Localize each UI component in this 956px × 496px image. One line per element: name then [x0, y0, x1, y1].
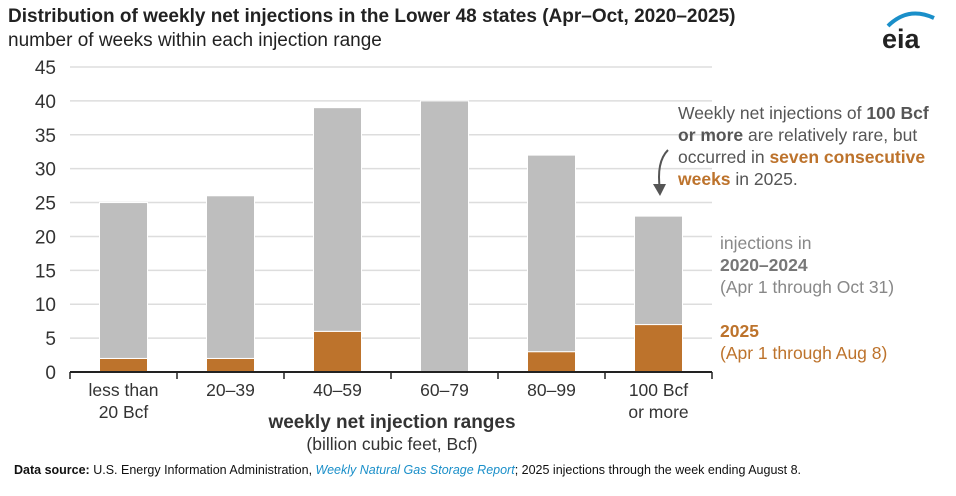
- x-tick-label: 100 Bcf: [629, 380, 688, 400]
- legend-text: (Apr 1 through Aug 8): [720, 343, 888, 363]
- bar-2025: [99, 357, 148, 373]
- bar-2020–2024: [634, 215, 683, 326]
- annotation-text: in 2025.: [730, 169, 798, 189]
- x-tick-label: 80–99: [527, 380, 576, 400]
- annotation-bold: 100 Bcf or more: [678, 103, 929, 145]
- y-tick-label: 20: [35, 227, 56, 248]
- data-source: Data source: U.S. Energy Information Adm…: [14, 463, 801, 477]
- y-tick-label: 10: [35, 295, 56, 316]
- legend-2025: 2025 (Apr 1 through Aug 8): [720, 320, 887, 364]
- x-tick-label: 20 Bcf: [99, 402, 149, 422]
- x-axis-label: weekly net injection ranges: [267, 412, 515, 433]
- legend-text: (Apr 1 through Oct 31): [720, 277, 895, 297]
- legend-series-name: 2025: [720, 321, 759, 341]
- x-tick-label: 40–59: [313, 380, 362, 400]
- x-tick-label: or more: [628, 402, 688, 422]
- arrow-head-icon: [653, 184, 666, 196]
- bar-2020–2024: [99, 202, 148, 359]
- y-tick-label: 0: [45, 363, 56, 384]
- legend-2020-2024: injections in 2020–2024 (Apr 1 through O…: [720, 232, 894, 298]
- x-tick-label: 20–39: [206, 380, 255, 400]
- bar-2020–2024: [420, 100, 469, 373]
- svg-text:eia: eia: [882, 24, 921, 52]
- y-tick-label: 40: [35, 92, 56, 113]
- source-text: U.S. Energy Information Administration,: [89, 463, 316, 477]
- annotation-text: are relatively rare, but occurred in: [678, 125, 918, 167]
- bar-2025: [313, 330, 362, 373]
- source-link[interactable]: Weekly Natural Gas Storage Report: [315, 463, 515, 477]
- y-tick-label: 35: [35, 126, 56, 147]
- y-tick-label: 5: [45, 329, 56, 350]
- y-tick-label: 25: [35, 194, 56, 215]
- y-tick-label: 30: [35, 160, 56, 181]
- bar-2020–2024: [206, 195, 255, 359]
- annotation: Weekly net injections of 100 Bcf or more…: [678, 102, 938, 190]
- x-axis-sublabel: (billion cubic feet, Bcf): [306, 434, 477, 454]
- legend-text: injections in: [720, 233, 812, 253]
- source-label: Data source:: [14, 463, 90, 477]
- legend-series-name: 2020–2024: [720, 255, 808, 275]
- annotation-text: Weekly net injections of: [678, 103, 867, 123]
- source-text: ; 2025 injections through the week endin…: [514, 463, 802, 477]
- bar-2025: [206, 357, 255, 373]
- y-tick-label: 45: [35, 58, 56, 79]
- bar-2025: [527, 351, 576, 373]
- y-tick-label: 15: [35, 261, 56, 282]
- annotation-highlight: seven consecutive weeks: [678, 147, 926, 189]
- chart-subtitle: number of weeks within each injection ra…: [8, 30, 382, 51]
- eia-logo: eia: [882, 11, 935, 52]
- bar-2020–2024: [527, 154, 576, 353]
- chart-title: Distribution of weekly net injections in…: [8, 6, 736, 27]
- x-tick-label: 60–79: [420, 380, 469, 400]
- bar-2020–2024: [313, 107, 362, 332]
- x-tick-label: less than: [88, 380, 158, 400]
- bar-2025: [634, 324, 683, 373]
